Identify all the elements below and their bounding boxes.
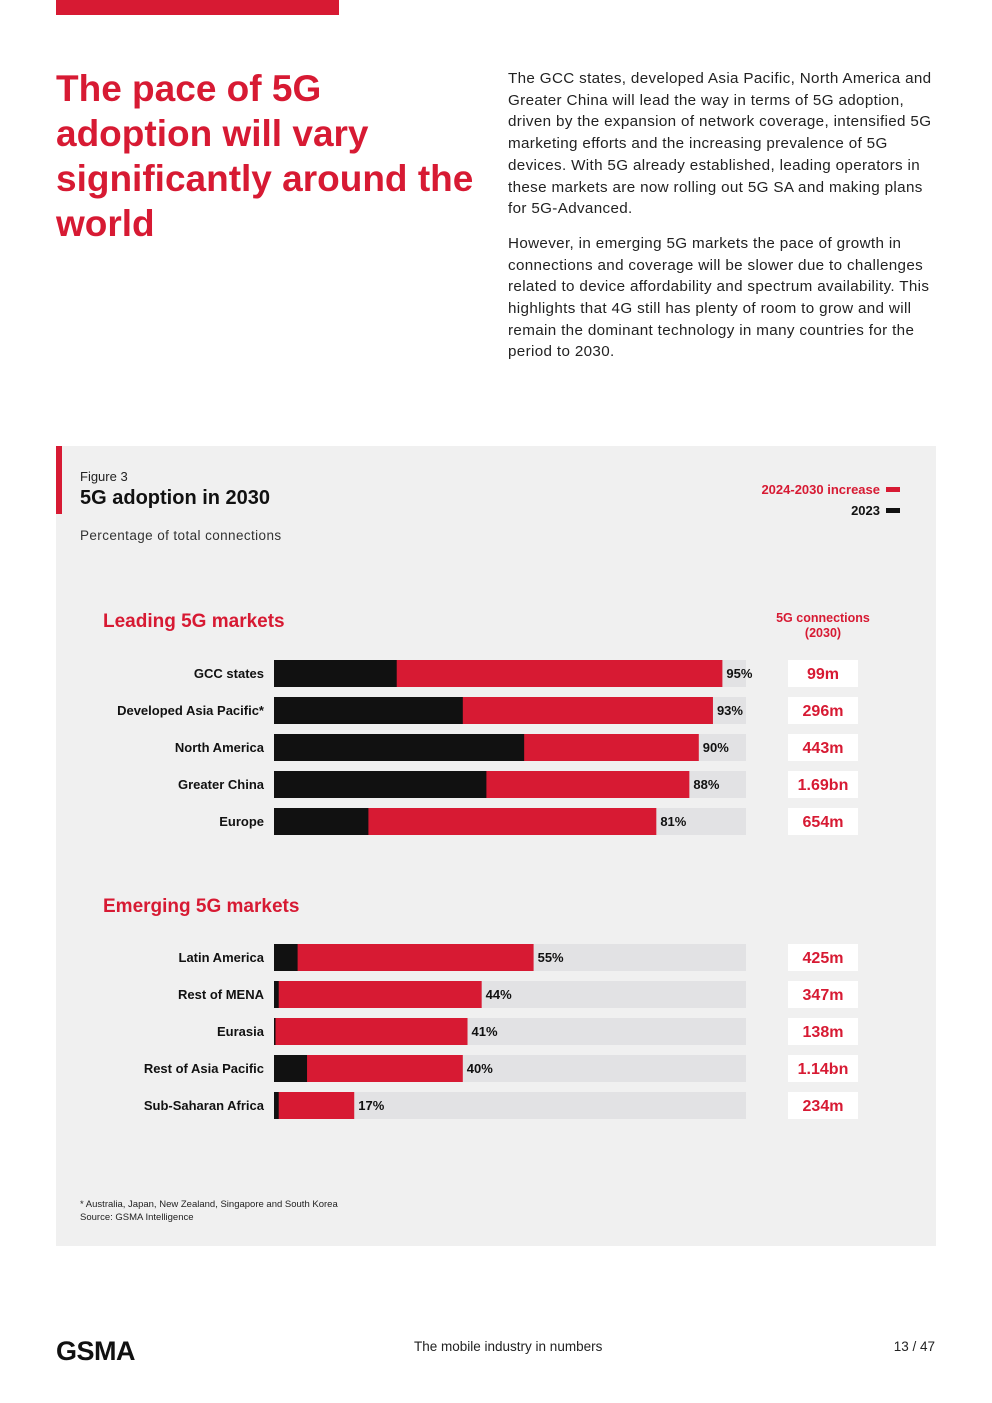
legend-increase-label: 2024-2030 increase [761,482,880,497]
value-label-rest-of-mena: 44% [486,987,512,1002]
legend-increase: 2024-2030 increase [761,482,900,497]
bar-increase-sub-saharan-africa [274,1092,355,1119]
bar-2023-greater-china [274,771,487,798]
bar-2023-rest-of-mena [274,981,279,1008]
row-label-rest-of-asia-pacific: Rest of Asia Pacific [144,1061,264,1076]
bar-increase-rest-of-mena [274,981,482,1008]
bar-2023-gcc-states [274,660,397,687]
bar-2023-rest-of-asia-pacific [274,1055,308,1082]
connections-box-developed-asia-pacific [788,697,858,724]
connections-box-north-america [788,734,858,761]
legend-base-swatch [886,508,900,513]
figure-panel: Figure 3 5G adoption in 2030 Percentage … [56,446,936,1246]
value-label-sub-saharan-africa: 17% [358,1098,384,1113]
figure-subtitle: Percentage of total connections [80,528,282,543]
row-label-rest-of-mena: Rest of MENA [178,987,265,1002]
connections-value-latin-america: 425m [803,950,844,967]
intro-paragraph-2: However, in emerging 5G markets the pace… [508,234,930,361]
section-title-emerging: Emerging 5G markets [103,896,300,917]
footnotes: * Australia, Japan, New Zealand, Singapo… [80,1198,338,1224]
row-label-europe: Europe [219,814,264,829]
bar-2023-developed-asia-pacific [274,697,463,724]
connections-value-gcc-states: 99m [807,666,839,683]
value-label-developed-asia-pacific: 93% [717,703,743,718]
connections-box-eurasia [788,1018,858,1045]
source-note: Source: GSMA Intelligence [80,1212,194,1223]
gsma-logo: GSMA [56,1336,136,1366]
row-label-latin-america: Latin America [179,950,265,965]
connections-box-latin-america [788,944,858,971]
value-label-europe: 81% [660,814,686,829]
connections-value-sub-saharan-africa: 234m [803,1098,844,1115]
bar-2023-europe [274,808,369,835]
value-label-gcc-states: 95% [726,666,752,681]
bar-2023-eurasia [274,1018,276,1045]
connections-box-rest-of-mena [788,981,858,1008]
connections-value-greater-china: 1.69bn [798,777,849,794]
connections-value-north-america: 443m [803,740,844,757]
connections-value-rest-of-asia-pacific: 1.14bn [798,1061,849,1078]
connections-box-europe [788,808,858,835]
value-label-rest-of-asia-pacific: 40% [467,1061,493,1076]
footer-title: The mobile industry in numbers [414,1339,603,1354]
connections-value-rest-of-mena: 347m [803,987,844,1004]
figure-title: 5G adoption in 2030 [80,487,271,509]
row-label-gcc-states: GCC states [194,666,264,681]
legend-base-label: 2023 [851,503,880,518]
bar-2023-sub-saharan-africa [274,1092,279,1119]
figure-label: Figure 3 [80,469,128,484]
adoption-chart: GCC states 95% 99m Developed Asia Pacific* 9… [117,660,858,1119]
row-label-sub-saharan-africa: Sub-Saharan Africa [144,1098,265,1113]
connections-box-gcc-states [788,660,858,687]
top-accent-bar [56,0,339,15]
page-headline: The pace of 5G adoption will vary signif… [56,68,474,244]
bar-2023-north-america [274,734,525,761]
value-label-north-america: 90% [703,740,729,755]
intro-paragraph-1: The GCC states, developed Asia Pacific, … [508,70,932,218]
legend-increase-swatch [886,487,900,492]
connections-value-europe: 654m [803,814,844,831]
row-label-greater-china: Greater China [178,777,265,792]
connections-header: 5G connections (2030) [776,611,870,640]
page-number: 13 / 47 [893,1339,935,1354]
bar-2023-latin-america [274,944,298,971]
section-title-leading: Leading 5G markets [103,611,285,632]
connections-value-developed-asia-pacific: 296m [803,703,844,720]
intro-text: The GCC states, developed Asia Pacific, … [508,68,938,376]
row-label-north-america: North America [175,740,265,755]
connections-box-rest-of-asia-pacific [788,1055,858,1082]
bar-increase-latin-america [274,944,534,971]
row-label-eurasia: Eurasia [217,1024,265,1039]
value-label-latin-america: 55% [538,950,564,965]
row-label-developed-asia-pacific: Developed Asia Pacific* [117,703,265,718]
connections-value-eurasia: 138m [803,1024,844,1041]
footnote-asterisk: * Australia, Japan, New Zealand, Singapo… [80,1199,338,1210]
connections-box-sub-saharan-africa [788,1092,858,1119]
legend-base: 2023 [851,503,900,518]
value-label-greater-china: 88% [693,777,719,792]
bar-increase-eurasia [274,1018,468,1045]
connections-box-greater-china [788,771,858,798]
value-label-eurasia: 41% [472,1024,498,1039]
figure-accent-bar [56,446,62,514]
